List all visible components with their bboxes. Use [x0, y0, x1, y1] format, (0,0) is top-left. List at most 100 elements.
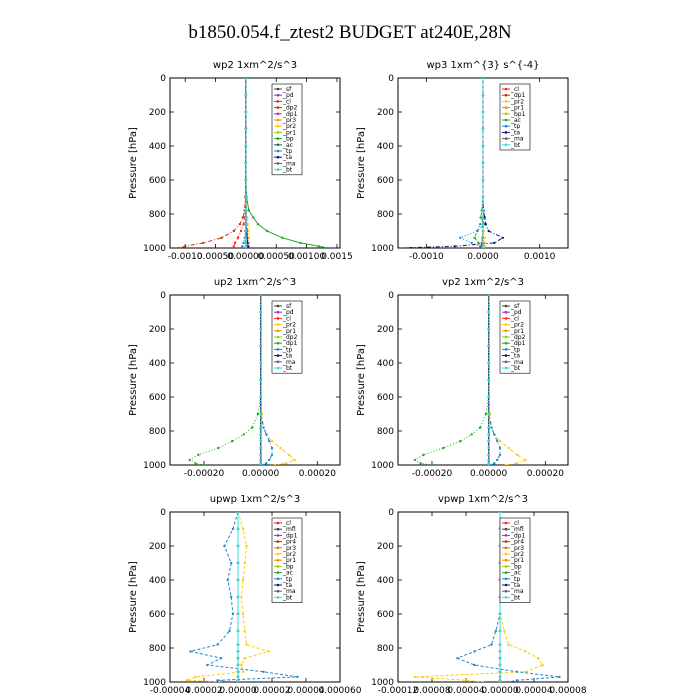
x-tick-label: 0.00050	[258, 252, 295, 262]
series-point	[481, 680, 485, 682]
legend-label: _mfl	[282, 526, 296, 533]
y-tick-label: 400	[149, 359, 166, 369]
y-tick-label: 1000	[143, 678, 166, 688]
legend-label: _ta	[510, 353, 520, 360]
series-point	[259, 361, 262, 365]
legend-marker	[504, 310, 508, 314]
series-line	[186, 512, 271, 682]
y-tick-label: 0	[388, 508, 394, 518]
legend-marker	[276, 534, 280, 537]
legend-label: _cl	[282, 98, 291, 105]
series-point	[223, 544, 226, 548]
legend-marker	[504, 558, 508, 562]
series-line	[459, 78, 486, 248]
series-point	[481, 236, 485, 239]
series-point	[219, 657, 223, 660]
x-tick-label: -0.00020	[412, 469, 453, 479]
legend-label: _bt	[510, 594, 521, 601]
series-point	[244, 93, 248, 97]
series-point	[231, 440, 234, 443]
series-point	[268, 458, 271, 462]
legend-label: _cl	[282, 520, 291, 527]
legend-marker	[276, 521, 280, 525]
series-point	[515, 453, 519, 456]
legend: _cl_mfl_dp1_pr4_pr3_pr2_pr1_bp_ac_tp_ta_…	[271, 517, 303, 603]
legend-marker	[504, 577, 508, 581]
series-point	[481, 209, 485, 212]
series-point	[481, 93, 485, 97]
legend-marker	[276, 317, 280, 320]
series-point	[247, 245, 250, 248]
legend-label: _pr1	[282, 328, 296, 335]
series-point	[481, 161, 485, 165]
legend-marker	[276, 360, 280, 364]
legend-marker	[276, 162, 280, 165]
series-point	[285, 462, 288, 465]
series-point	[484, 223, 487, 226]
series-point	[245, 544, 248, 548]
series-point	[236, 527, 240, 531]
legend-marker	[276, 341, 280, 345]
y-tick-label: 200	[377, 108, 394, 118]
series-point	[267, 650, 270, 653]
legend-marker	[504, 93, 508, 97]
series-point	[197, 453, 200, 456]
series-point	[481, 195, 485, 199]
plot-frame	[397, 511, 569, 683]
series-point	[244, 127, 248, 131]
series-point	[259, 378, 262, 382]
legend-marker	[504, 131, 508, 134]
series-line	[188, 295, 262, 465]
series-point	[259, 440, 262, 443]
legend-label: _pr3	[510, 545, 524, 552]
legend-label: _ta	[510, 129, 520, 136]
legend-marker	[504, 546, 508, 550]
legend-marker	[276, 552, 280, 556]
series-point	[251, 426, 254, 429]
series-point	[487, 378, 490, 382]
y-tick-label: 200	[377, 542, 394, 552]
series-point	[236, 650, 240, 653]
series-point	[498, 440, 502, 443]
legend-marker	[276, 304, 280, 308]
legend-label: _ta	[282, 154, 292, 161]
legend-label: _pr2	[510, 551, 524, 558]
x-tick-label: -0.00012	[378, 686, 418, 696]
y-axis-label: Pressure [hPa]	[356, 127, 367, 199]
series-point	[487, 412, 490, 416]
legend-label: _tp	[510, 346, 520, 353]
series-point	[270, 440, 274, 443]
legend-marker	[504, 124, 508, 128]
panel-title: vp2 1xm^2/s^3	[442, 277, 524, 288]
series-point	[541, 663, 544, 667]
series-point	[244, 195, 248, 199]
series-point	[236, 629, 240, 633]
y-tick-label: 600	[149, 393, 166, 403]
legend-marker	[504, 534, 508, 537]
y-tick-label: 800	[377, 644, 394, 654]
series-point	[236, 612, 240, 616]
legend-label: _tp	[282, 576, 292, 583]
legend-marker	[276, 596, 280, 599]
legend-box	[271, 83, 303, 176]
series-point	[398, 246, 400, 248]
series-point	[487, 229, 490, 233]
series-layer	[177, 78, 330, 248]
series-point	[236, 643, 240, 646]
series-point	[558, 675, 561, 679]
legend-label: _bt	[282, 365, 293, 372]
series-point	[493, 433, 496, 436]
legend-label: _pr2	[282, 322, 296, 329]
x-tick-label: 0.00004	[447, 686, 484, 696]
series-point	[244, 78, 248, 80]
series-point	[241, 578, 245, 582]
legend-label: _sf	[510, 303, 520, 310]
legend-marker	[504, 571, 508, 574]
legend-marker	[504, 527, 508, 531]
series-point	[259, 433, 262, 436]
series-point	[498, 679, 502, 682]
series-point	[317, 245, 320, 248]
series-point	[246, 223, 249, 226]
x-tick-label: -0.00004	[150, 686, 191, 696]
series-point	[481, 78, 485, 80]
